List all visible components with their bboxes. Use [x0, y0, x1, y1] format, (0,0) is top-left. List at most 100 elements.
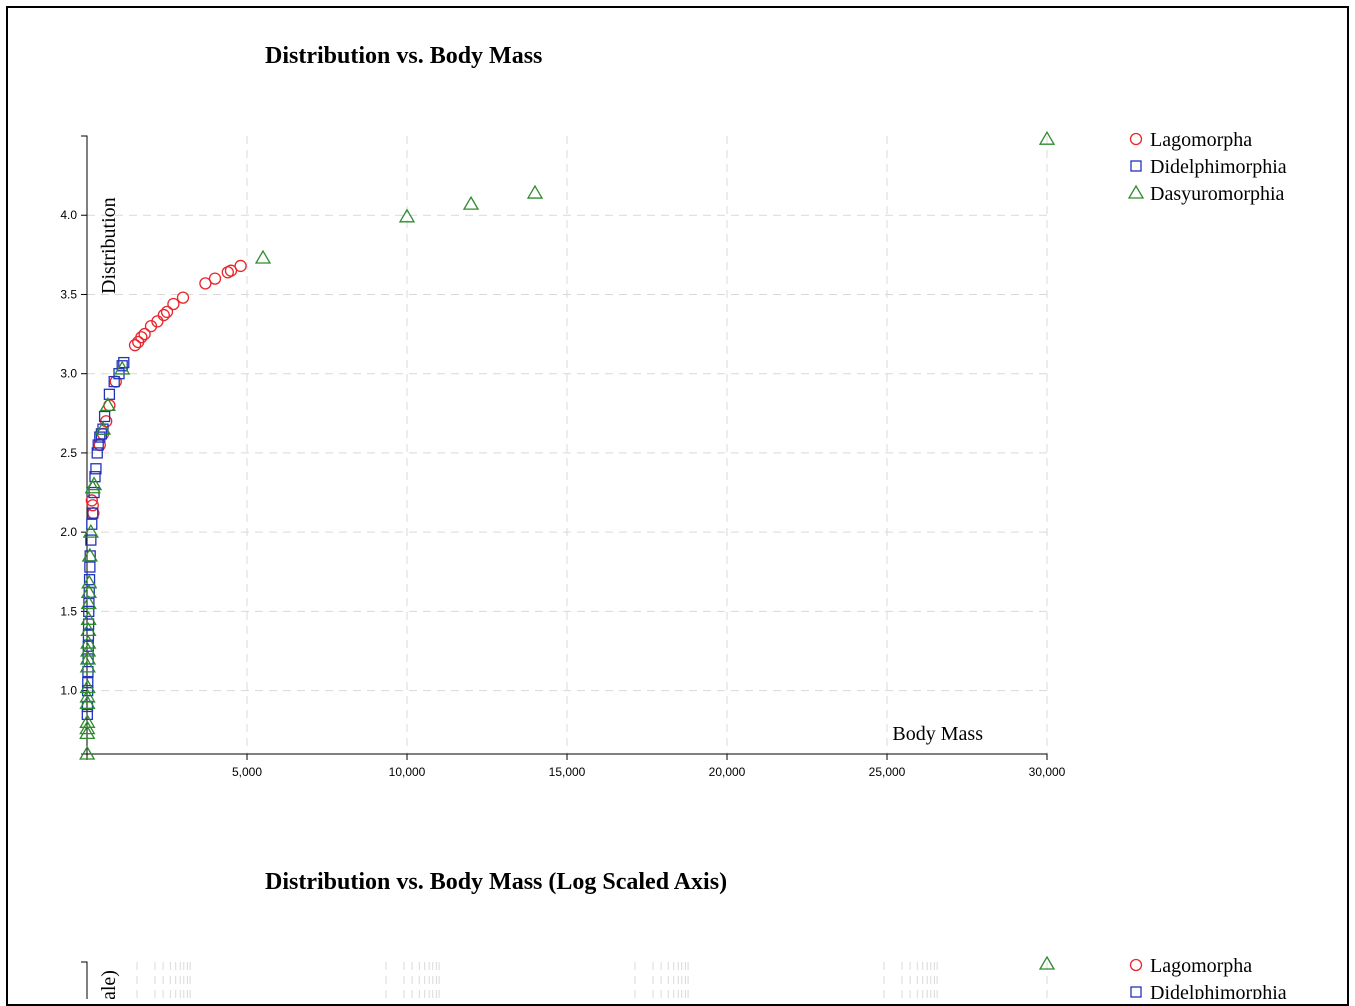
chart-title: Distribution vs. Body Mass	[265, 43, 542, 69]
legend-swatch	[1130, 986, 1142, 998]
grid-lines-log	[136, 962, 1048, 999]
chart-title-log: Distribution vs. Body Mass (Log Scaled A…	[265, 869, 727, 895]
legend-item-lagomorpha: Lagomorpha	[1129, 129, 1252, 151]
data-point	[99, 397, 116, 412]
data-point	[199, 277, 212, 290]
data-point	[80, 595, 97, 610]
legend-label: Didelphimorphia	[1150, 156, 1287, 178]
y-axis-label-log: ale)	[98, 970, 120, 999]
data-point	[86, 499, 99, 512]
data-point	[157, 308, 170, 322]
legend-swatch	[1127, 184, 1145, 199]
data-point	[176, 291, 190, 304]
data-point	[85, 534, 97, 546]
data-point	[118, 356, 130, 369]
x-tick-label: 5,000	[232, 765, 262, 779]
data-point	[1038, 130, 1056, 145]
data-point	[79, 745, 96, 760]
y-axis-label: Distribution	[98, 197, 120, 294]
data-point	[80, 622, 97, 637]
data-point	[79, 642, 97, 657]
data-point	[254, 249, 272, 264]
data-point	[87, 507, 99, 519]
data-point	[85, 476, 103, 491]
data-point	[462, 195, 480, 210]
data-points	[79, 130, 1056, 760]
data-point	[135, 331, 148, 344]
grid-lines	[87, 136, 1048, 754]
data-point	[83, 574, 96, 586]
legend-label: Lagomorpha	[1150, 955, 1252, 977]
data-point	[398, 208, 416, 223]
data-point	[151, 315, 164, 328]
legend-label: Didelphimorphia	[1150, 982, 1287, 999]
x-tick-label: 10,000	[389, 765, 426, 779]
data-point	[94, 420, 112, 435]
legend-item-lagomorpha: Lagomorpha	[1129, 955, 1252, 977]
data-point	[81, 547, 99, 562]
x-axis-label: Body Mass	[892, 723, 983, 745]
data-point	[138, 327, 151, 341]
y-tick-labels: 1.0 1.5 2.0 2.5 3.0 3.5 4.0	[60, 208, 77, 697]
series-didelphimorphia	[81, 356, 130, 721]
y-axis	[81, 135, 88, 755]
chart-distribution-vs-body-mass: Distribution vs. Body Mass 5,000 10,000 15…	[60, 43, 1286, 779]
data-point	[92, 439, 104, 451]
legend-label: Dasyuromorphia	[1150, 183, 1285, 205]
data-point	[82, 677, 94, 689]
axes	[81, 135, 1048, 760]
y-tick-label: 1.5	[60, 604, 77, 618]
legend: Lagomorpha Didelphimorphia Dasyuromorphia	[1127, 129, 1287, 205]
data-point	[79, 725, 96, 740]
data-point	[80, 611, 97, 625]
data-point	[526, 184, 544, 199]
legend-swatch	[1129, 958, 1143, 972]
y-tick-label: 1.0	[60, 684, 77, 698]
data-point	[160, 305, 174, 319]
data-point	[79, 650, 97, 665]
legend-item-didelphimorphia: Didelphimorphia	[1130, 156, 1287, 178]
data-point	[144, 320, 158, 333]
legend-item-dasyuromorphia: Dasyuromorphia	[1127, 183, 1285, 205]
y-tick-label: 3.5	[60, 287, 77, 301]
legend-label: Lagomorpha	[1150, 129, 1252, 151]
data-point	[80, 634, 97, 649]
series-dasyuromorphia	[79, 130, 1056, 760]
data-point	[79, 714, 96, 728]
data-point	[79, 688, 96, 703]
x-tick-label: 30,000	[1029, 765, 1066, 779]
data-point	[79, 679, 96, 694]
data-point	[224, 264, 238, 277]
data-point	[167, 297, 180, 311]
legend-swatch	[1130, 160, 1142, 172]
data-point	[234, 259, 247, 273]
x-tick-label: 20,000	[709, 765, 746, 779]
data-point	[128, 339, 142, 352]
data-point	[81, 708, 93, 721]
data-point	[89, 471, 101, 483]
legend-swatch	[1129, 132, 1143, 146]
chart-distribution-vs-body-mass-log: Distribution vs. Body Mass (Log Scaled A…	[81, 869, 1287, 999]
data-point	[208, 272, 222, 285]
data-points-log	[1038, 955, 1056, 970]
legend-item-didelphimorphia: Didelphimorphia	[1130, 982, 1287, 999]
data-point	[103, 388, 116, 400]
y-tick-label: 4.0	[60, 208, 77, 222]
page-frame	[6, 6, 1349, 1006]
data-point	[91, 447, 103, 459]
y-tick-label: 2.0	[60, 525, 77, 539]
y-axis-log	[81, 961, 88, 999]
data-point	[94, 431, 106, 443]
data-point	[90, 463, 102, 475]
data-point	[85, 494, 98, 507]
legend-log: Lagomorpha Didelphimorphia	[1129, 955, 1287, 999]
data-point	[86, 518, 98, 530]
data-point	[81, 574, 98, 589]
data-point	[1038, 955, 1056, 970]
x-tick-label: 25,000	[869, 765, 906, 779]
data-point	[80, 584, 98, 599]
y-tick-label: 2.5	[60, 446, 77, 460]
data-point	[82, 523, 99, 538]
x-tick-label: 15,000	[549, 765, 586, 779]
